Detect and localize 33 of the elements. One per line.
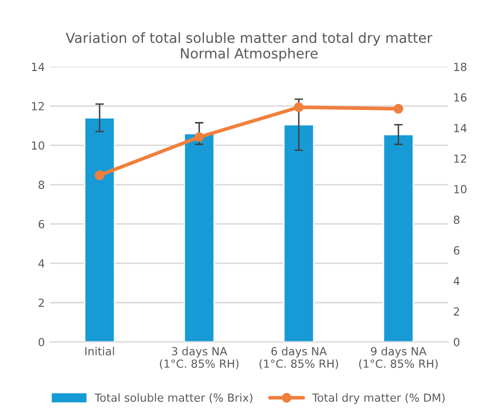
x-tick-label: 3 days NA (1°C. 85% RH) [160,346,238,370]
y2-tick-label: 4 [454,276,460,285]
y-tick-label: 12 [32,102,44,110]
point [194,132,204,142]
x-tick-label: Initial [85,346,114,356]
point [94,170,104,180]
legend-label: Total dry matter (% DM) [312,393,445,404]
point [294,102,304,112]
bar [283,124,314,342]
bar [84,117,116,342]
y2-tick-label: 2 [454,307,460,316]
bar [184,132,215,342]
y2-tick-label: 18 [454,62,466,72]
y-tick-label: 8 [38,180,44,190]
y2-tick-label: 14 [454,124,467,132]
y-tick-label: 2 [38,298,44,307]
y-tick-label: 14 [32,62,44,71]
bar [382,134,414,342]
x-tick-label: 6 days NA (1°C. 85% RH) [260,346,338,370]
y2-tick-label: 10 [454,185,466,194]
y2-tick-label: 12 [454,154,466,163]
chart-title: Variation of total soluble matter and total dry matter Normal Atmosphere [66,32,432,62]
point [394,104,404,114]
legend-label: Total soluble matter (% Brix) [94,393,252,404]
y-tick-label: 4 [38,259,44,268]
y2-tick-label: 8 [454,216,460,224]
y-tick-label: 10 [32,141,44,150]
x-tick-label: 9 days NA (1°C. 85% RH) [359,346,438,370]
y-tick-label: 6 [38,220,44,228]
y2-tick-label: 16 [454,93,466,102]
y-tick-label: 0 [38,338,44,346]
y2-tick-label: 0 [454,338,460,346]
y2-tick-label: 6 [454,246,460,255]
